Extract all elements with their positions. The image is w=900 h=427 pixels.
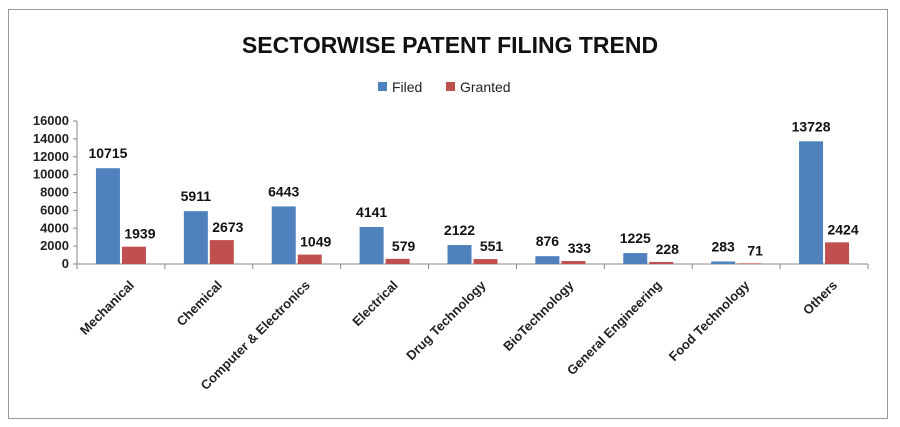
data-label-granted: 579 (392, 238, 416, 254)
bar-filed (799, 141, 824, 264)
bar-granted (209, 240, 234, 264)
data-label-filed: 4141 (356, 204, 387, 220)
bar-filed (271, 206, 296, 264)
y-tick-label: 12000 (33, 149, 69, 164)
data-label-granted: 1939 (124, 226, 155, 242)
bar-granted (737, 263, 762, 264)
bars (95, 141, 850, 264)
category-label: Electrical (349, 278, 400, 329)
bar-granted (825, 242, 850, 264)
chart-frame (8, 9, 888, 419)
data-label-filed: 2122 (444, 222, 475, 238)
y-tick-label: 14000 (33, 131, 69, 146)
bar-granted (385, 258, 410, 264)
category-label: Others (800, 278, 840, 318)
chart-title: SECTORWISE PATENT FILING TREND (242, 32, 658, 58)
data-label-granted: 228 (656, 241, 680, 257)
y-tick-label: 6000 (40, 202, 69, 217)
data-label-filed: 283 (711, 238, 735, 254)
y-tick-label: 8000 (40, 185, 69, 200)
y-tick-label: 4000 (40, 220, 69, 235)
y-tick-label: 0 (62, 256, 69, 271)
data-label-granted: 333 (568, 240, 592, 256)
y-axis-ticks: 0 2000 4000 6000 8000 10000 12000 14000 16000 (33, 113, 77, 271)
bar-granted (121, 246, 146, 264)
data-label-granted: 71 (747, 242, 763, 258)
category-label: General Engineering (564, 277, 665, 378)
data-label-filed: 5911 (181, 188, 212, 204)
legend-swatch-granted (446, 82, 455, 91)
bar-filed (183, 211, 208, 264)
bar-granted (297, 254, 322, 264)
bar-filed (359, 226, 384, 264)
category-label: Chemical (173, 278, 224, 329)
x-axis-ticks (76, 264, 869, 269)
data-label-granted: 1049 (300, 234, 331, 250)
data-label-granted: 2424 (827, 221, 858, 237)
category-label: BioTechnology (500, 277, 577, 354)
data-label-filed: 10715 (88, 145, 127, 161)
data-label-filed: 1225 (620, 230, 651, 246)
data-label-filed: 6443 (268, 183, 299, 199)
bar-filed (623, 253, 648, 264)
legend-label-filed: Filed (392, 79, 422, 95)
bar-filed (447, 245, 472, 264)
data-label-filed: 876 (536, 233, 560, 249)
legend-swatch-filed (378, 82, 387, 91)
category-label: Drug Technology (403, 277, 489, 363)
legend-label-granted: Granted (460, 79, 511, 95)
data-label-granted: 551 (480, 238, 504, 254)
category-label: Food Technology (666, 277, 753, 364)
legend: Filed Granted (378, 79, 511, 95)
y-tick-label: 2000 (40, 238, 69, 253)
bar-filed (711, 261, 736, 264)
bar-filed (535, 256, 560, 264)
category-label: Mechanical (77, 278, 137, 338)
y-tick-label: 16000 (33, 113, 69, 128)
bar-filed (95, 168, 120, 264)
data-label-filed: 13728 (792, 118, 831, 134)
bar-granted (473, 259, 498, 264)
y-tick-label: 10000 (33, 167, 69, 182)
data-label-granted: 2673 (212, 219, 243, 235)
bar-granted (561, 261, 586, 264)
bar-granted (649, 261, 674, 264)
